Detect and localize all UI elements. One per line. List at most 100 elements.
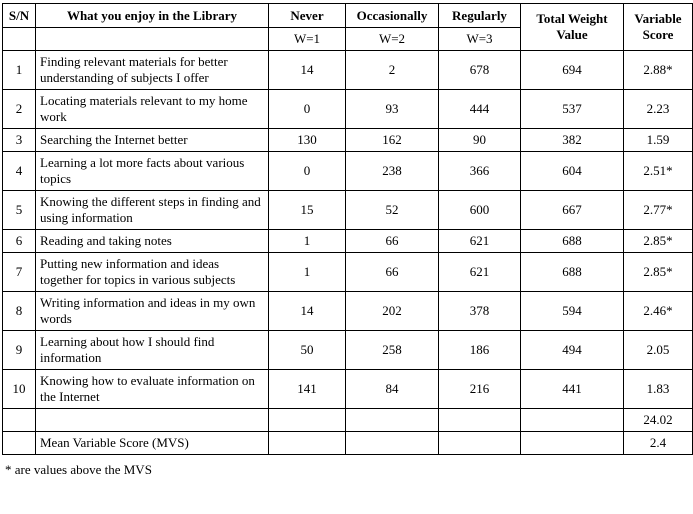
cell-item: Finding relevant materials for better un… xyxy=(35,50,269,90)
cell-regularly: 90 xyxy=(438,128,521,152)
cell-never: 50 xyxy=(268,330,346,370)
cell-total: 604 xyxy=(520,151,624,191)
cell-total: 667 xyxy=(520,190,624,230)
cell-item: Writing information and ideas in my own … xyxy=(35,291,269,331)
cell-total: 494 xyxy=(520,330,624,370)
empty-cell xyxy=(520,431,624,455)
cell-score: 2.23 xyxy=(623,89,693,129)
header-total-weight-value: Total Weight Value xyxy=(520,3,624,51)
sum-score-cell: 24.02 xyxy=(623,408,693,432)
sum-row: 24.02 xyxy=(2,408,693,432)
header-row-main: S/N What you enjoy in the Library Never … xyxy=(2,3,693,51)
cell-sn: 1 xyxy=(2,50,36,90)
cell-item: Putting new information and ideas togeth… xyxy=(35,252,269,292)
cell-item: Reading and taking notes xyxy=(35,229,269,253)
header-item: What you enjoy in the Library xyxy=(35,3,269,28)
header-weight-1: W=1 xyxy=(268,27,346,51)
empty-cell xyxy=(2,431,36,455)
cell-score: 1.59 xyxy=(623,128,693,152)
table-row: 7 Putting new information and ideas toget… xyxy=(2,252,693,292)
cell-score: 2.88* xyxy=(623,50,693,90)
cell-never: 0 xyxy=(268,89,346,129)
table-row: 10 Knowing how to evaluate information on… xyxy=(2,369,693,409)
cell-sn: 8 xyxy=(2,291,36,331)
cell-total: 441 xyxy=(520,369,624,409)
cell-total: 594 xyxy=(520,291,624,331)
table-row: 1 Finding relevant materials for better u… xyxy=(2,50,693,90)
empty-cell xyxy=(345,431,439,455)
empty-cell xyxy=(438,408,521,432)
cell-sn: 9 xyxy=(2,330,36,370)
cell-regularly: 678 xyxy=(438,50,521,90)
header-weight-3: W=3 xyxy=(438,27,521,51)
cell-regularly: 600 xyxy=(438,190,521,230)
cell-never: 1 xyxy=(268,252,346,292)
cell-occasionally: 258 xyxy=(345,330,439,370)
table-row: 9 Learning about how I should find inform… xyxy=(2,330,693,370)
cell-occasionally: 66 xyxy=(345,229,439,253)
cell-never: 141 xyxy=(268,369,346,409)
cell-occasionally: 202 xyxy=(345,291,439,331)
cell-sn: 3 xyxy=(2,128,36,152)
cell-item: Learning about how I should find informa… xyxy=(35,330,269,370)
table-body: 1 Finding relevant materials for better u… xyxy=(2,50,693,409)
empty-cell xyxy=(345,408,439,432)
cell-occasionally: 84 xyxy=(345,369,439,409)
cell-total: 382 xyxy=(520,128,624,152)
table-header: S/N What you enjoy in the Library Never … xyxy=(2,3,693,51)
cell-score: 2.51* xyxy=(623,151,693,191)
cell-total: 537 xyxy=(520,89,624,129)
cell-item: Searching the Internet better xyxy=(35,128,269,152)
cell-total: 688 xyxy=(520,229,624,253)
cell-never: 14 xyxy=(268,50,346,90)
cell-regularly: 621 xyxy=(438,252,521,292)
cell-score: 2.05 xyxy=(623,330,693,370)
cell-score: 1.83 xyxy=(623,369,693,409)
cell-regularly: 366 xyxy=(438,151,521,191)
empty-cell xyxy=(35,408,269,432)
mvs-score-cell: 2.4 xyxy=(623,431,693,455)
cell-regularly: 444 xyxy=(438,89,521,129)
cell-score: 2.85* xyxy=(623,252,693,292)
mvs-row: Mean Variable Score (MVS) 2.4 xyxy=(2,431,693,455)
cell-sn: 2 xyxy=(2,89,36,129)
footnote: * are values above the MVS xyxy=(5,462,152,477)
empty-cell xyxy=(2,408,36,432)
cell-regularly: 378 xyxy=(438,291,521,331)
header-weight-2: W=2 xyxy=(345,27,439,51)
library-enjoyment-table: S/N What you enjoy in the Library Never … xyxy=(2,3,693,455)
cell-occasionally: 66 xyxy=(345,252,439,292)
header-sn-sub xyxy=(2,27,36,51)
cell-score: 2.77* xyxy=(623,190,693,230)
cell-score: 2.46* xyxy=(623,291,693,331)
cell-sn: 6 xyxy=(2,229,36,253)
cell-occasionally: 162 xyxy=(345,128,439,152)
empty-cell xyxy=(438,431,521,455)
table-row: 4 Learning a lot more facts about various… xyxy=(2,151,693,191)
mvs-label-cell: Mean Variable Score (MVS) xyxy=(35,431,269,455)
cell-sn: 7 xyxy=(2,252,36,292)
cell-score: 2.85* xyxy=(623,229,693,253)
cell-never: 1 xyxy=(268,229,346,253)
empty-cell xyxy=(268,431,346,455)
header-sn: S/N xyxy=(2,3,36,28)
cell-regularly: 186 xyxy=(438,330,521,370)
cell-regularly: 216 xyxy=(438,369,521,409)
empty-cell xyxy=(520,408,624,432)
cell-item: Knowing how to evaluate information on t… xyxy=(35,369,269,409)
cell-sn: 5 xyxy=(2,190,36,230)
cell-occasionally: 2 xyxy=(345,50,439,90)
header-occasionally: Occasionally xyxy=(345,3,439,28)
cell-never: 15 xyxy=(268,190,346,230)
cell-occasionally: 238 xyxy=(345,151,439,191)
cell-never: 130 xyxy=(268,128,346,152)
cell-sn: 4 xyxy=(2,151,36,191)
table-row: 3 Searching the Internet better 130 162 90 38… xyxy=(2,128,693,152)
cell-occasionally: 93 xyxy=(345,89,439,129)
cell-never: 14 xyxy=(268,291,346,331)
empty-cell xyxy=(268,408,346,432)
header-item-sub xyxy=(35,27,269,51)
cell-total: 688 xyxy=(520,252,624,292)
cell-never: 0 xyxy=(268,151,346,191)
